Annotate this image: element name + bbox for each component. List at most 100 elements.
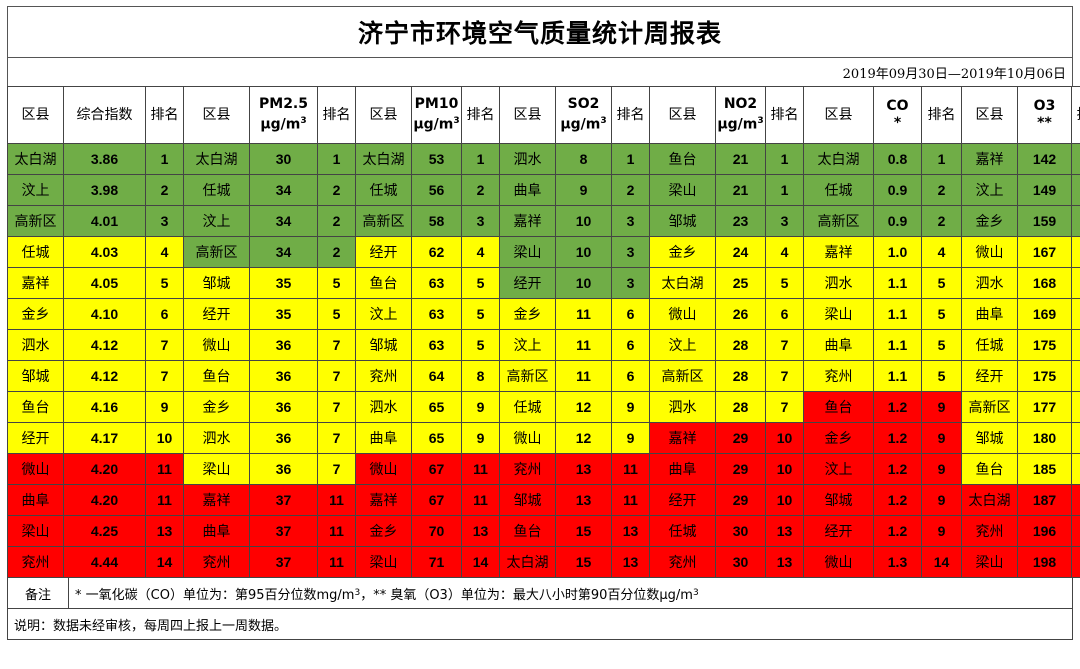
rank-cell: 9 — [462, 392, 500, 423]
co-value-cell: 1.2 — [874, 516, 922, 547]
county-cell: 嘉祥 — [8, 268, 64, 299]
rank-cell: 5 — [922, 361, 962, 392]
county-cell: 太白湖 — [356, 144, 412, 175]
rank-cell: 7 — [1072, 330, 1080, 361]
rank-cell: 2 — [318, 237, 356, 268]
rank-cell: 12 — [1072, 485, 1080, 516]
county-cell: 鱼台 — [650, 144, 716, 175]
o3-value-cell: 177 — [1018, 392, 1072, 423]
rank-cell: 5 — [146, 268, 184, 299]
county-cell: 经开 — [8, 423, 64, 454]
rank-cell: 3 — [462, 206, 500, 237]
rank-cell: 2 — [612, 175, 650, 206]
date-range: 2019年09月30日—2019年10月06日 — [843, 63, 1066, 82]
rank-cell: 6 — [146, 299, 184, 330]
pm10-value-cell: 63 — [412, 299, 462, 330]
county-cell: 鱼台 — [500, 516, 556, 547]
county-cell: 汶上 — [500, 330, 556, 361]
county-cell: 兖州 — [356, 361, 412, 392]
county-cell: 邹城 — [962, 423, 1018, 454]
o3-value-cell: 187 — [1018, 485, 1072, 516]
co-value-cell: 1.2 — [874, 423, 922, 454]
no2-value-cell: 29 — [716, 423, 766, 454]
co-value-cell: 1.2 — [874, 454, 922, 485]
rank-cell: 2 — [922, 206, 962, 237]
county-cell: 鱼台 — [962, 454, 1018, 485]
county-cell: 兖州 — [650, 547, 716, 578]
county-cell: 汶上 — [356, 299, 412, 330]
so2-value-cell: 11 — [556, 330, 612, 361]
pm25-value-cell: 35 — [250, 268, 318, 299]
rank-cell: 2 — [318, 175, 356, 206]
rank-cell: 10 — [766, 485, 804, 516]
rank-cell: 5 — [318, 299, 356, 330]
county-cell: 邹城 — [184, 268, 250, 299]
pm10-value-cell: 63 — [412, 268, 462, 299]
note-row: 说明：数据未经审核，每周四上报上一周数据。 — [7, 609, 1073, 640]
co-value-cell: 0.8 — [874, 144, 922, 175]
rank-cell: 8 — [462, 361, 500, 392]
county-cell: 泗水 — [184, 423, 250, 454]
air-quality-report: 济宁市环境空气质量统计周报表 2019年09月30日—2019年10月06日 区… — [7, 6, 1073, 640]
o3-value-cell: 169 — [1018, 299, 1072, 330]
pm25-value-cell: 36 — [250, 392, 318, 423]
county-cell: 曲阜 — [356, 423, 412, 454]
county-cell: 经开 — [650, 485, 716, 516]
rank-cell: 11 — [462, 454, 500, 485]
county-cell: 太白湖 — [184, 144, 250, 175]
pm25-value-cell: 36 — [250, 330, 318, 361]
so2-value-cell: 13 — [556, 454, 612, 485]
county-cell: 泗水 — [8, 330, 64, 361]
rank-cell: 7 — [766, 361, 804, 392]
rank-cell: 7 — [766, 392, 804, 423]
county-cell: 嘉祥 — [962, 144, 1018, 175]
no2-value-cell: 29 — [716, 485, 766, 516]
county-cell: 泗水 — [356, 392, 412, 423]
so2-value-cell: 10 — [556, 268, 612, 299]
no2-value-cell: 21 — [716, 175, 766, 206]
pm10-value-cell: 56 — [412, 175, 462, 206]
county-cell: 梁山 — [650, 175, 716, 206]
county-cell: 任城 — [8, 237, 64, 268]
pm25-value-cell: 36 — [250, 423, 318, 454]
pm25-value-cell: 34 — [250, 237, 318, 268]
rank-cell: 7 — [146, 330, 184, 361]
rank-cell: 7 — [318, 361, 356, 392]
pm25-value-cell: 37 — [250, 547, 318, 578]
county-cell: 邹城 — [804, 485, 874, 516]
no2-value-cell: 28 — [716, 361, 766, 392]
rank-cell: 1 — [1072, 144, 1080, 175]
no2-value-cell: 21 — [716, 144, 766, 175]
title-row: 济宁市环境空气质量统计周报表 — [7, 6, 1073, 57]
county-cell: 曲阜 — [184, 516, 250, 547]
o3-value-cell: 196 — [1018, 516, 1072, 547]
rank-cell: 5 — [922, 330, 962, 361]
rank-cell: 4 — [922, 237, 962, 268]
so2-value-cell: 11 — [556, 361, 612, 392]
rank-cell: 7 — [318, 392, 356, 423]
county-cell: 微山 — [356, 454, 412, 485]
no2-value-cell: 28 — [716, 392, 766, 423]
rank-cell: 9 — [922, 392, 962, 423]
county-cell: 泗水 — [804, 268, 874, 299]
rank-cell: 5 — [922, 299, 962, 330]
county-cell: 金乡 — [184, 392, 250, 423]
rank-cell: 11 — [612, 485, 650, 516]
county-cell: 曲阜 — [500, 175, 556, 206]
county-cell: 微山 — [8, 454, 64, 485]
county-cell: 高新区 — [184, 237, 250, 268]
rank-cell: 9 — [612, 392, 650, 423]
rank-cell: 3 — [766, 206, 804, 237]
rank-cell: 7 — [318, 330, 356, 361]
county-cell: 汶上 — [650, 330, 716, 361]
index-value-cell: 4.20 — [64, 485, 146, 516]
pm10-value-cell: 53 — [412, 144, 462, 175]
header-o3: O3** — [1018, 87, 1072, 144]
rank-cell: 6 — [612, 361, 650, 392]
county-cell: 嘉祥 — [650, 423, 716, 454]
